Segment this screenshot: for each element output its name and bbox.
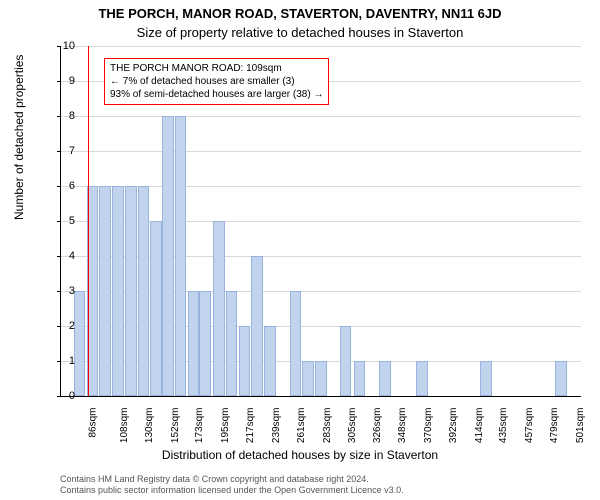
- x-tick-label: 414sqm: [474, 408, 485, 444]
- histogram-bar: [239, 326, 251, 396]
- histogram-bar: [416, 361, 428, 396]
- x-tick-label: 457sqm: [524, 408, 535, 444]
- annotation-callout: THE PORCH MANOR ROAD: 109sqm ← 7% of det…: [104, 58, 329, 105]
- y-tick-label: 4: [55, 250, 75, 262]
- x-tick-label: 173sqm: [194, 408, 205, 444]
- histogram-bar: [379, 361, 391, 396]
- x-tick-label: 239sqm: [271, 408, 282, 444]
- histogram-bar: [213, 221, 225, 396]
- x-tick-label: 195sqm: [220, 408, 231, 444]
- histogram-bar: [74, 291, 86, 396]
- x-tick-label: 370sqm: [423, 408, 434, 444]
- y-tick-label: 7: [55, 145, 75, 157]
- footnote-line2: Contains public sector information licen…: [60, 485, 404, 496]
- histogram-bar: [99, 186, 111, 396]
- gridline: [61, 151, 581, 152]
- histogram-bar: [555, 361, 567, 396]
- x-tick-label: 152sqm: [170, 408, 181, 444]
- histogram-bar: [138, 186, 150, 396]
- x-tick-label: 501sqm: [575, 408, 586, 444]
- y-tick-label: 10: [55, 40, 75, 52]
- annotation-line2: ← 7% of detached houses are smaller (3): [110, 75, 323, 88]
- histogram-bar: [264, 326, 276, 396]
- y-tick-label: 9: [55, 75, 75, 87]
- histogram-bar: [226, 291, 238, 396]
- histogram-bar: [150, 221, 162, 396]
- x-tick-label: 392sqm: [448, 408, 459, 444]
- histogram-bar: [354, 361, 366, 396]
- y-tick-label: 0: [55, 390, 75, 402]
- x-tick-label: 283sqm: [322, 408, 333, 444]
- annotation-line1: THE PORCH MANOR ROAD: 109sqm: [110, 62, 323, 75]
- y-tick-label: 1: [55, 355, 75, 367]
- chart-container: THE PORCH, MANOR ROAD, STAVERTON, DAVENT…: [0, 0, 600, 500]
- x-tick-label: 479sqm: [549, 408, 560, 444]
- x-axis-label: Distribution of detached houses by size …: [0, 448, 600, 462]
- histogram-bar: [162, 116, 174, 396]
- x-tick-label: 130sqm: [144, 408, 155, 444]
- histogram-bar: [251, 256, 263, 396]
- y-tick-label: 8: [55, 110, 75, 122]
- x-tick-label: 86sqm: [88, 408, 99, 438]
- y-tick-label: 3: [55, 285, 75, 297]
- footnote: Contains HM Land Registry data © Crown c…: [60, 474, 404, 497]
- annotation-line3: 93% of semi-detached houses are larger (…: [110, 88, 323, 101]
- footnote-line1: Contains HM Land Registry data © Crown c…: [60, 474, 404, 485]
- title-address: THE PORCH, MANOR ROAD, STAVERTON, DAVENT…: [0, 6, 600, 21]
- x-tick-label: 348sqm: [397, 408, 408, 444]
- gridline: [61, 116, 581, 117]
- histogram-bar: [175, 116, 187, 396]
- y-tick-label: 6: [55, 180, 75, 192]
- histogram-bar: [199, 291, 211, 396]
- y-tick-label: 2: [55, 320, 75, 332]
- histogram-bar: [112, 186, 124, 396]
- title-subtitle: Size of property relative to detached ho…: [0, 25, 600, 40]
- x-tick-label: 217sqm: [245, 408, 256, 444]
- y-tick-label: 5: [55, 215, 75, 227]
- histogram-bar: [340, 326, 352, 396]
- gridline: [61, 46, 581, 47]
- histogram-bar: [480, 361, 492, 396]
- y-axis-label: Number of detached properties: [12, 55, 26, 220]
- histogram-bar: [302, 361, 314, 396]
- histogram-bar: [125, 186, 137, 396]
- x-tick-label: 108sqm: [119, 408, 130, 444]
- histogram-bar: [188, 291, 200, 396]
- histogram-bar: [290, 291, 302, 396]
- property-marker-line: [88, 46, 89, 396]
- x-tick-label: 326sqm: [372, 408, 383, 444]
- x-tick-label: 305sqm: [347, 408, 358, 444]
- x-tick-label: 261sqm: [296, 408, 307, 444]
- histogram-bar: [315, 361, 327, 396]
- x-tick-label: 435sqm: [498, 408, 509, 444]
